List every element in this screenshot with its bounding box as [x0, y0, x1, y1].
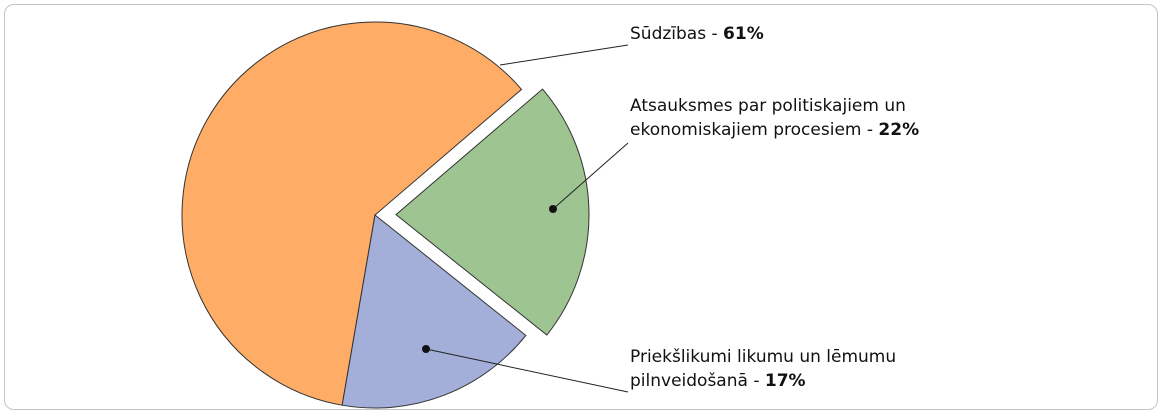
- separator: -: [861, 120, 879, 140]
- value-label: 22%: [878, 120, 920, 140]
- pie-slice: [181, 21, 523, 406]
- leader-line: [425, 348, 629, 393]
- separator: -: [706, 24, 724, 44]
- leader-line: [552, 142, 629, 210]
- pie-slice: [395, 88, 590, 336]
- slice-label: Atsauksmes par politiskajiem un ekonomis…: [630, 94, 975, 142]
- category-name: Atsauksmes par politiskajiem un ekonomis…: [630, 96, 906, 140]
- category-name: Priekšlikumi likumu un lēmumu pilnveidoš…: [630, 347, 897, 391]
- pie-slice: [341, 214, 527, 409]
- leader-dot: [422, 345, 430, 353]
- separator: -: [747, 371, 765, 391]
- slice-label: Priekšlikumi likumu un lēmumu pilnveidoš…: [630, 345, 975, 393]
- leader-line: [499, 44, 629, 66]
- value-label: 17%: [764, 371, 806, 391]
- category-name: Sūdzības: [630, 24, 707, 44]
- frame: [4, 4, 1158, 410]
- slice-label: Sūdzības - 61%: [630, 22, 975, 46]
- value-label: 61%: [723, 24, 764, 44]
- leader-dot: [549, 205, 557, 213]
